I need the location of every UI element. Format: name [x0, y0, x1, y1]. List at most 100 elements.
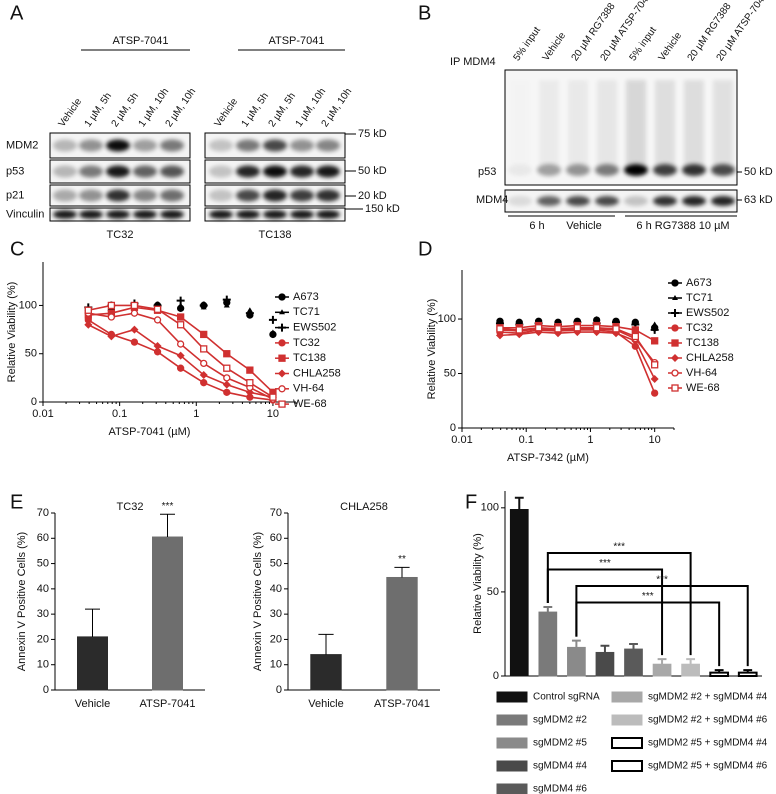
point — [177, 302, 184, 308]
protein-label: p53 — [6, 165, 24, 177]
y-tick-label: 0 — [450, 422, 456, 434]
y-tick-label: 0 — [276, 684, 282, 696]
band — [133, 189, 157, 202]
band — [316, 210, 340, 219]
bar — [152, 536, 183, 691]
y-tick-label: 50 — [444, 367, 456, 379]
point — [245, 309, 254, 318]
x-tick-label: Vehicle — [75, 698, 110, 710]
point — [496, 325, 504, 333]
y-tick-label: 20 — [270, 633, 282, 645]
point — [223, 388, 231, 396]
smear — [568, 80, 588, 165]
point — [515, 326, 523, 334]
legend-label: A673 — [293, 291, 319, 303]
legend-label: sgMDM4 #4 — [533, 761, 587, 772]
legend-label: TC71 — [293, 306, 320, 318]
legend-label: sgMDM2 #2 — [533, 715, 587, 726]
point — [130, 325, 139, 334]
x-tick-label: 10 — [649, 434, 661, 446]
group-label: 6 h — [529, 220, 544, 232]
band — [682, 164, 706, 176]
legend-marker — [278, 400, 286, 408]
y-tick-label: 0 — [31, 396, 37, 408]
band — [508, 164, 532, 176]
legend-marker — [672, 295, 678, 300]
band — [263, 139, 287, 152]
error-bar — [543, 606, 553, 613]
point — [153, 342, 162, 350]
legend-label: sgMDM2 #2 + sgMDM4 #6 — [648, 715, 768, 726]
legend-marker — [671, 369, 679, 377]
error-bar — [600, 644, 610, 653]
protein-label: Vinculin — [6, 208, 44, 220]
band — [263, 189, 287, 202]
lane-label: 5% input — [512, 25, 543, 63]
band — [53, 189, 77, 202]
legend-marker — [671, 339, 679, 347]
y-tick-label: 10 — [270, 659, 282, 671]
band — [236, 139, 260, 152]
point — [176, 364, 185, 372]
legend-label: sgMDM2 #5 — [533, 738, 587, 749]
band — [209, 189, 233, 202]
band — [290, 210, 314, 219]
significance: *** — [599, 558, 611, 569]
panel-label: D — [418, 238, 432, 260]
band — [236, 210, 260, 219]
y-tick-label: 70 — [37, 507, 49, 519]
band — [316, 139, 340, 152]
band — [160, 139, 184, 152]
point — [130, 301, 139, 310]
significance: *** — [656, 575, 668, 586]
legend-label: TC32 — [686, 322, 713, 334]
comparison-bracket — [575, 601, 721, 667]
point — [246, 366, 254, 374]
legend-label: Control sgRNA — [533, 692, 600, 703]
point — [153, 305, 162, 313]
error-bar — [657, 658, 667, 665]
legend-marker — [278, 323, 286, 332]
legend-label: EWS502 — [686, 307, 729, 319]
band — [53, 165, 77, 178]
point — [651, 337, 659, 345]
chart-title: TC32 — [117, 501, 144, 513]
band — [263, 165, 287, 178]
x-tick-label: 0.1 — [112, 408, 127, 420]
protein-label: p53 — [478, 166, 496, 178]
legend-marker — [278, 293, 286, 301]
band — [711, 164, 735, 176]
band — [653, 164, 677, 176]
band — [106, 210, 130, 219]
y-axis-label: Relative Viability (%) — [6, 282, 18, 383]
lane-label: Vehicle — [213, 96, 241, 129]
treatment-label: ATSP-7041 — [268, 35, 324, 47]
point — [223, 374, 231, 382]
point — [200, 359, 208, 368]
point — [200, 379, 208, 387]
point — [176, 351, 185, 360]
comparison-bracket — [546, 568, 664, 656]
legend-swatch — [611, 691, 643, 703]
marker-label: 20 kD — [358, 190, 387, 202]
band — [566, 164, 590, 176]
bar — [509, 509, 529, 677]
point — [130, 338, 139, 346]
lane-label: Vehicle — [57, 96, 85, 129]
cell-line-label: TC32 — [107, 229, 134, 241]
lane-label: 5% input — [628, 25, 659, 63]
marker-label: 150 kD — [365, 203, 400, 215]
legend-label: CHLA258 — [686, 352, 734, 364]
band — [566, 196, 590, 206]
point — [593, 316, 600, 322]
significance: *** — [642, 591, 654, 602]
error-bar — [743, 669, 753, 673]
x-tick-label: 0.01 — [451, 434, 472, 446]
bar — [624, 648, 643, 677]
point — [222, 295, 231, 304]
lane-label: Vehicle — [657, 30, 685, 63]
bar — [709, 671, 730, 677]
protein-label: MDM4 — [476, 194, 508, 206]
band — [682, 196, 706, 206]
